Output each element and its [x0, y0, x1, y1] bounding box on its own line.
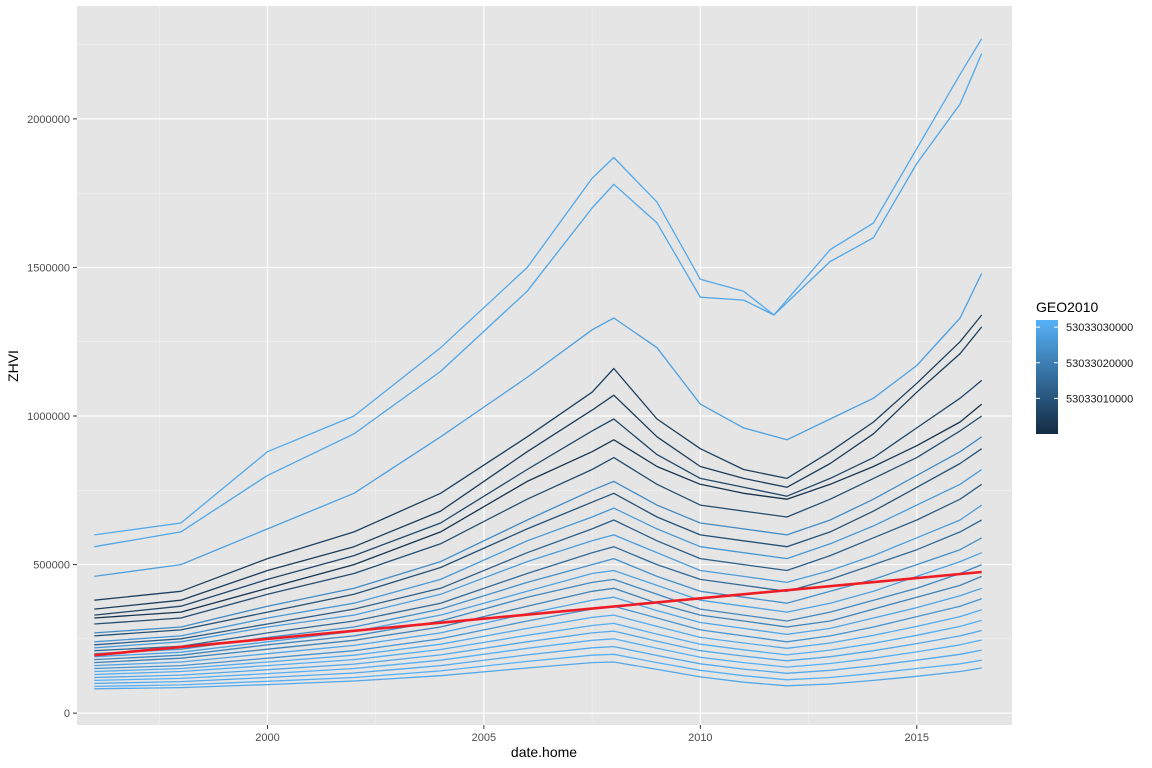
y-tick-label: 1000000 — [27, 411, 70, 423]
series-line — [94, 638, 982, 682]
series-line — [94, 273, 983, 578]
series-line — [94, 415, 983, 625]
series-line — [94, 661, 982, 690]
y-axis: 0 500000 1000000 1500000 2000000 — [27, 114, 77, 720]
series-line — [94, 403, 983, 619]
minor-gridlines — [77, 6, 1012, 725]
legend-breaks: 53033030000 53033020000 53033010000 — [1036, 322, 1133, 405]
x-axis: 2000 2005 2010 2015 — [255, 725, 929, 744]
y-tick-label: 1500000 — [27, 262, 70, 274]
series-line — [94, 653, 982, 688]
series-line — [94, 468, 983, 643]
legend-break-label: 53033010000 — [1066, 393, 1133, 405]
x-tick-label: 2010 — [688, 732, 712, 744]
series-line — [94, 436, 983, 634]
series-line — [94, 519, 983, 652]
series-line — [94, 563, 982, 661]
series-line — [94, 537, 983, 655]
x-tick-label: 2005 — [472, 732, 496, 744]
series-lines — [94, 38, 983, 690]
series-line — [94, 645, 982, 685]
series-line — [94, 448, 983, 637]
series-line — [94, 53, 983, 548]
series-line — [94, 314, 983, 601]
series-line — [94, 483, 983, 646]
series-line — [94, 598, 982, 670]
series-line — [94, 326, 983, 610]
series-line — [94, 609, 982, 673]
series-line — [94, 504, 983, 649]
legend: GEO2010 53033030000 53033020000 5303301000… — [1036, 299, 1133, 434]
series-line — [94, 587, 982, 667]
series-line — [94, 38, 983, 536]
legend-break-label: 53033030000 — [1066, 322, 1133, 334]
y-tick-label: 0 — [64, 708, 70, 720]
x-tick-label: 2015 — [905, 732, 929, 744]
series-line — [94, 379, 983, 616]
legend-break-label: 53033020000 — [1066, 358, 1133, 370]
series-line — [94, 619, 982, 676]
series-line — [94, 552, 982, 658]
legend-title: GEO2010 — [1036, 299, 1098, 315]
trend-line-layer — [94, 570, 982, 657]
legend-colorbar — [1036, 320, 1058, 434]
y-tick-label: 2000000 — [27, 114, 70, 126]
y-axis-title: ZHVI — [5, 350, 21, 382]
y-tick-label: 500000 — [33, 560, 70, 572]
trend-line — [94, 570, 982, 657]
series-line — [94, 629, 982, 679]
x-tick-label: 2000 — [255, 732, 279, 744]
major-gridlines — [77, 6, 1012, 725]
x-axis-title: date.home — [511, 744, 577, 760]
